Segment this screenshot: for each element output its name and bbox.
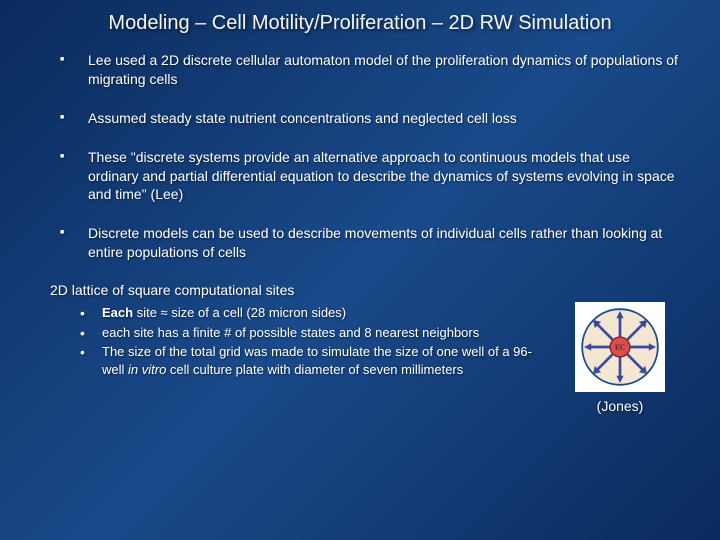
sub-text: site ≈ size of a cell (28 micron sides): [133, 305, 346, 320]
sub-bullet-item: Each site ≈ size of a cell (28 micron si…: [80, 304, 548, 322]
slide-title: Modeling – Cell Motility/Proliferation –…: [0, 0, 720, 43]
lower-text: 2D lattice of square computational sites…: [50, 282, 548, 414]
sub-bullet-list: Each site ≈ size of a cell (28 micron si…: [50, 304, 548, 378]
lattice-subtitle: 2D lattice of square computational sites: [50, 282, 548, 298]
sub-bold: Each: [102, 305, 133, 320]
sub-italic: in vitro: [128, 362, 166, 377]
svg-text:EC: EC: [615, 344, 625, 352]
lower-section: 2D lattice of square computational sites…: [0, 282, 720, 414]
bullet-item: These "discrete systems provide an alter…: [60, 148, 680, 205]
bullet-item: Discrete models can be used to describe …: [60, 224, 680, 262]
bullet-item: Lee used a 2D discrete cellular automato…: [60, 51, 680, 89]
bullet-item: Assumed steady state nutrient concentrat…: [60, 109, 680, 128]
main-content: Lee used a 2D discrete cellular automato…: [0, 43, 720, 262]
lattice-diagram-icon: EC: [575, 302, 665, 392]
sub-bullet-item: each site has a finite # of possible sta…: [80, 324, 548, 342]
diagram-column: EC (Jones): [560, 282, 680, 414]
bullet-list: Lee used a 2D discrete cellular automato…: [60, 51, 680, 262]
diagram-citation: (Jones): [597, 398, 644, 414]
sub-bullet-item: The size of the total grid was made to s…: [80, 343, 548, 378]
sub-text: cell culture plate with diameter of seve…: [166, 362, 463, 377]
